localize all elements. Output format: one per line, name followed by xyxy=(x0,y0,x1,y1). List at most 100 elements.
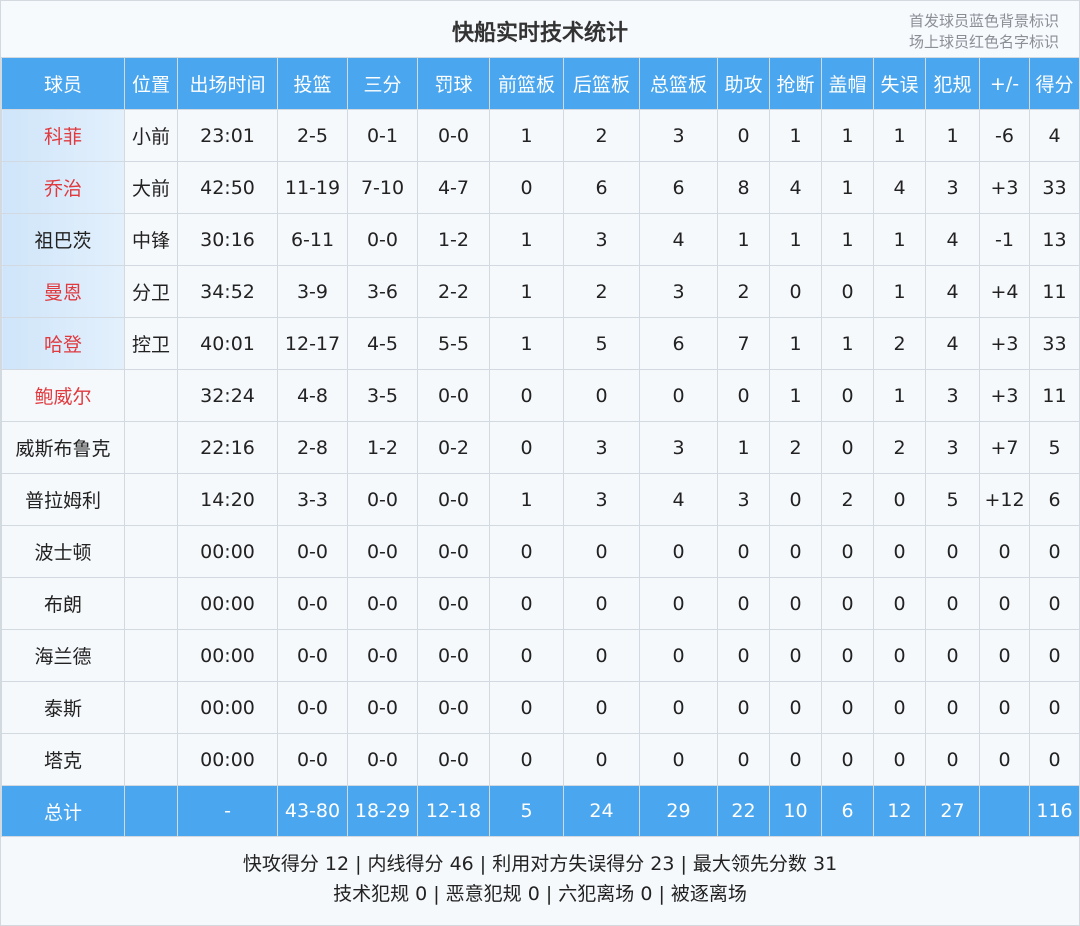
player-name: 鲍威尔 xyxy=(1,369,125,422)
stat-cell: 0-0 xyxy=(417,369,490,422)
stat-cell: 0 xyxy=(925,681,980,734)
column-header: 得分 xyxy=(1029,57,1080,110)
stat-cell: 00:00 xyxy=(177,629,278,682)
stat-cell: 1 xyxy=(717,421,770,474)
stat-cell: 2 xyxy=(769,421,822,474)
stat-cell: 0-0 xyxy=(277,577,348,630)
stat-cell: 0 xyxy=(821,733,874,786)
column-header: +/- xyxy=(979,57,1030,110)
stat-cell: 1 xyxy=(821,109,874,162)
stat-cell: 4 xyxy=(925,213,980,266)
stat-cell: 33 xyxy=(1029,161,1080,214)
column-header: 位置 xyxy=(124,57,178,110)
total-cell: 12-18 xyxy=(417,785,490,837)
stat-cell: 0 xyxy=(489,577,564,630)
player-row: 布朗 00:00 0-0 0-0 0-0 0 0 0 0 0 0 0 0 0 0 xyxy=(1,577,1080,630)
team-summary: 快攻得分 12 | 内线得分 46 | 利用对方失误得分 23 | 最大领先分数… xyxy=(1,837,1079,909)
stat-cell: 0 xyxy=(489,369,564,422)
stat-cell: 1 xyxy=(489,109,564,162)
stat-cell: 0 xyxy=(563,681,640,734)
stat-cell: 7-10 xyxy=(347,161,418,214)
stat-cell xyxy=(124,369,178,422)
stat-cell: 0-0 xyxy=(347,577,418,630)
stat-cell: 0 xyxy=(821,369,874,422)
stat-cell: 0 xyxy=(717,629,770,682)
stat-cell: 4 xyxy=(925,265,980,318)
stat-cell: 0-0 xyxy=(417,733,490,786)
stat-cell: 6 xyxy=(563,161,640,214)
legend-on-court: 场上球员红色名字标识 xyxy=(908,33,1059,51)
stat-cell: 0 xyxy=(979,525,1030,578)
stat-cell: 5-5 xyxy=(417,317,490,370)
stat-cell xyxy=(124,473,178,526)
column-header: 总篮板 xyxy=(639,57,718,110)
title-bar: 快船实时技术统计 首发球员蓝色背景标识 场上球员红色名字标识 xyxy=(1,1,1079,57)
stat-cell: 3 xyxy=(563,473,640,526)
stat-cell: 0-0 xyxy=(417,473,490,526)
stat-cell: 0 xyxy=(769,265,822,318)
total-cell: 12 xyxy=(873,785,926,837)
column-header: 三分 xyxy=(347,57,418,110)
stat-cell: 0 xyxy=(925,525,980,578)
stat-cell: 0-0 xyxy=(417,577,490,630)
total-cell: 29 xyxy=(639,785,718,837)
stat-cell: 1-2 xyxy=(347,421,418,474)
stat-cell: 0 xyxy=(489,681,564,734)
total-cell: 27 xyxy=(925,785,980,837)
stat-cell: 1 xyxy=(489,213,564,266)
stat-cell: 0 xyxy=(979,733,1030,786)
stat-cell: 1-2 xyxy=(417,213,490,266)
stat-cell: 1 xyxy=(873,265,926,318)
stat-cell: 0 xyxy=(821,421,874,474)
stat-cell: 0 xyxy=(769,629,822,682)
stat-cell: 0-1 xyxy=(347,109,418,162)
stat-cell: 6 xyxy=(639,161,718,214)
stat-cell: 0 xyxy=(717,733,770,786)
stat-cell: 1 xyxy=(489,473,564,526)
stat-cell: 0-0 xyxy=(347,525,418,578)
legend: 首发球员蓝色背景标识 场上球员红色名字标识 xyxy=(909,11,1059,53)
stat-cell: 13 xyxy=(1029,213,1080,266)
stat-cell: 3 xyxy=(639,109,718,162)
stat-cell: 0-0 xyxy=(277,681,348,734)
legend-starter: 首发球员蓝色背景标识 xyxy=(908,12,1059,30)
stat-cell xyxy=(124,577,178,630)
player-name: 泰斯 xyxy=(1,681,125,734)
stat-cell: 33 xyxy=(1029,317,1080,370)
stat-cell: 0 xyxy=(489,629,564,682)
stat-cell: 1 xyxy=(873,109,926,162)
stat-cell: 1 xyxy=(873,213,926,266)
stat-cell: 14:20 xyxy=(177,473,278,526)
player-row: 波士顿 00:00 0-0 0-0 0-0 0 0 0 0 0 0 0 0 0 0 xyxy=(1,525,1080,578)
stat-cell: 6-11 xyxy=(277,213,348,266)
stat-cell: 小前 xyxy=(124,109,178,162)
stat-cell: 4-8 xyxy=(277,369,348,422)
header-row: 球员 位置 出场时间 投篮 三分 罚球 前篮板 后篮板 总篮板 助攻 抢断 盖帽 失误 犯规 +/- 得分 xyxy=(1,57,1080,110)
stat-cell: 3-9 xyxy=(277,265,348,318)
player-row: 塔克 00:00 0-0 0-0 0-0 0 0 0 0 0 0 0 0 0 0 xyxy=(1,733,1080,786)
stat-cell: 1 xyxy=(769,213,822,266)
column-header: 前篮板 xyxy=(489,57,564,110)
stat-cell: 0 xyxy=(489,733,564,786)
stat-cell: 7 xyxy=(717,317,770,370)
player-row: 鲍威尔 32:24 4-8 3-5 0-0 0 0 0 0 1 0 1 3 +3 11 xyxy=(1,369,1080,422)
stat-cell: 控卫 xyxy=(124,317,178,370)
total-cell: - xyxy=(177,785,278,837)
stat-cell: 1 xyxy=(489,265,564,318)
stat-cell: 4 xyxy=(769,161,822,214)
stat-cell: 0 xyxy=(1029,733,1080,786)
stat-cell: 11 xyxy=(1029,265,1080,318)
stat-cell: 6 xyxy=(1029,473,1080,526)
stat-cell: 3 xyxy=(639,265,718,318)
stat-cell: 0 xyxy=(769,577,822,630)
stat-cell xyxy=(124,681,178,734)
column-header: 助攻 xyxy=(717,57,770,110)
player-row: 科菲 小前 23:01 2-5 0-1 0-0 1 2 3 0 1 1 1 1 -6 4 xyxy=(1,109,1080,162)
stat-cell: 11 xyxy=(1029,369,1080,422)
stat-cell: 0 xyxy=(769,525,822,578)
stat-cell: 0 xyxy=(1029,525,1080,578)
stat-cell: 32:24 xyxy=(177,369,278,422)
stat-cell: 0 xyxy=(1029,629,1080,682)
stat-cell xyxy=(124,629,178,682)
stat-cell: 0 xyxy=(563,525,640,578)
